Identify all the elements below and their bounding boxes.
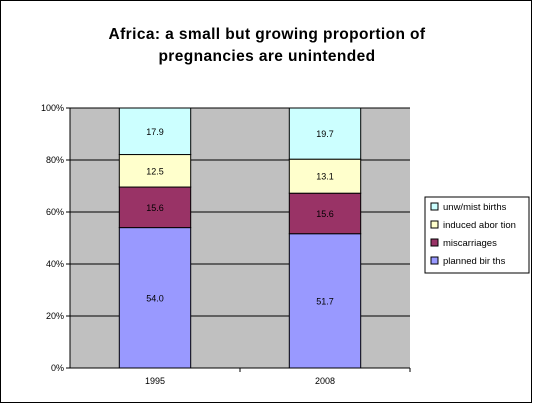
y-tick-label: 80% xyxy=(46,155,64,165)
data-label: 12.5 xyxy=(146,166,164,176)
chart-title-line-2: pregnancies are unintended xyxy=(158,48,375,65)
bar-segment xyxy=(288,233,362,369)
chart-title-line-1: Africa: a small but growing proportion o… xyxy=(109,26,426,43)
bar-segment xyxy=(118,227,192,369)
legend-swatch xyxy=(430,220,439,229)
legend-swatch xyxy=(430,256,439,265)
data-label: 13.1 xyxy=(316,172,334,182)
x-tick-label: 2008 xyxy=(315,376,335,386)
data-label: 15.6 xyxy=(316,209,334,219)
y-tick-label: 100% xyxy=(41,103,64,113)
axes: 0% 20% 40% 60% 80% 100% 1995 2008 xyxy=(41,103,411,386)
bar-segment xyxy=(288,107,362,160)
legend: unw/mist births induced abor tion miscarri… xyxy=(424,196,530,274)
legend-label: induced abor tion xyxy=(443,220,516,231)
bar-segment xyxy=(118,107,192,156)
y-tick-label: 40% xyxy=(46,259,64,269)
data-label: 54.0 xyxy=(146,293,164,303)
bar-segment xyxy=(288,158,362,194)
legend-label: unw/mist births xyxy=(443,202,507,213)
legend-swatch xyxy=(430,238,439,247)
bars: 54.0 15.6 12.5 17.9 51.7 15.6 13.1 19.7 xyxy=(118,107,362,369)
y-tick-label: 20% xyxy=(46,311,64,321)
bar-segment xyxy=(118,186,192,229)
bar-segment xyxy=(288,192,362,235)
bar-segment xyxy=(118,154,192,188)
data-label: 19.7 xyxy=(316,129,334,139)
y-tick-label: 0% xyxy=(51,363,64,373)
data-label: 15.6 xyxy=(146,203,164,213)
legend-box xyxy=(424,196,530,274)
legend-label: planned bir ths xyxy=(443,256,506,267)
data-label: 51.7 xyxy=(316,296,334,306)
legend-label: miscarriages xyxy=(443,238,497,249)
y-tick-label: 60% xyxy=(46,207,64,217)
data-label: 17.9 xyxy=(146,127,164,137)
x-tick-label: 1995 xyxy=(145,376,165,386)
legend-swatch xyxy=(430,202,439,211)
